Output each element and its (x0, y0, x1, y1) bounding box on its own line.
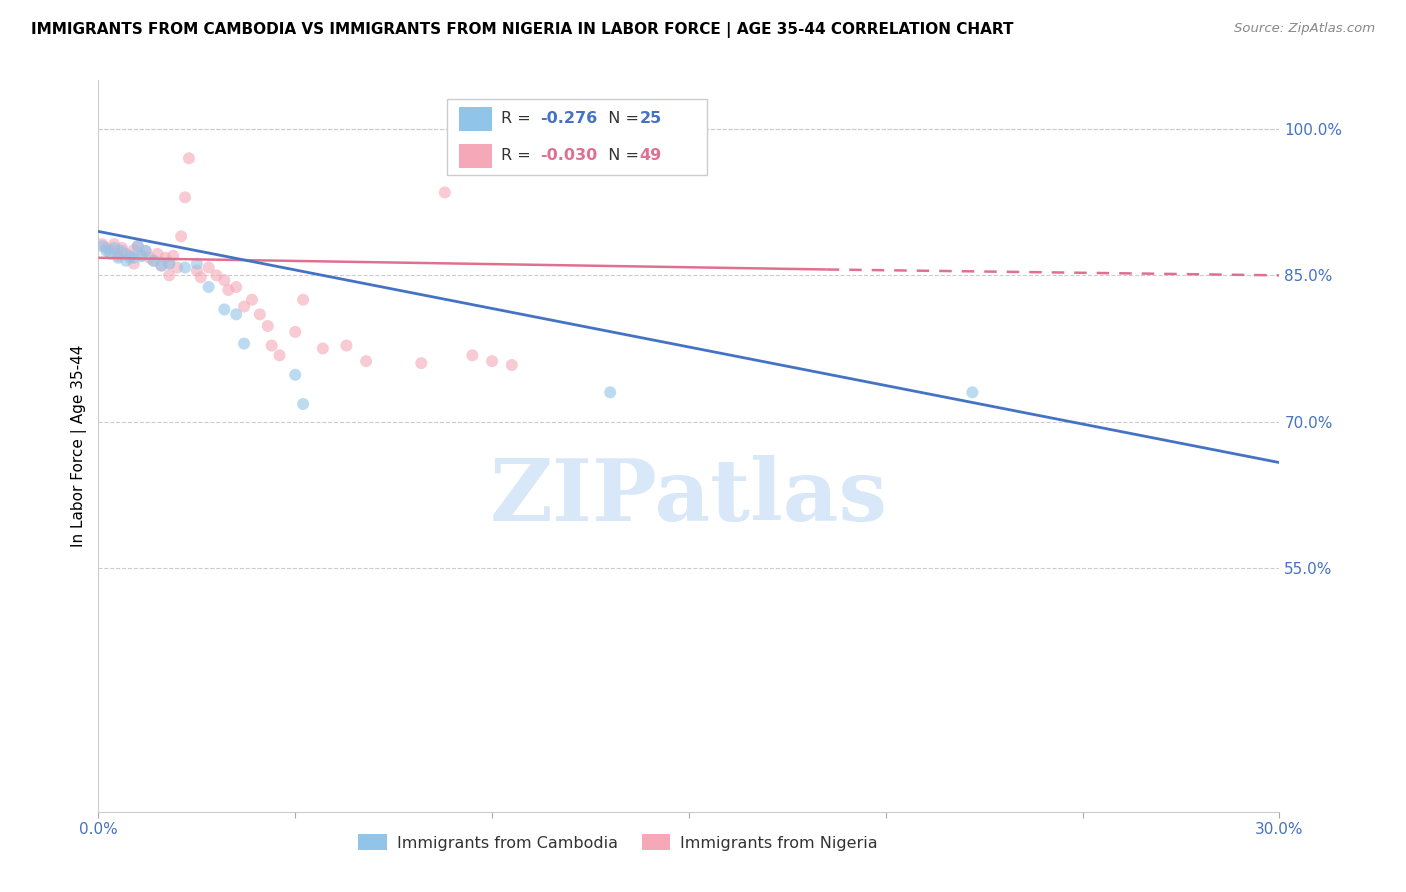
FancyBboxPatch shape (458, 144, 492, 168)
Text: ZIPatlas: ZIPatlas (489, 455, 889, 539)
Point (122, 243, 145, 257)
Text: N =: N = (598, 111, 644, 126)
Point (107, 249, 129, 263)
Y-axis label: In Labor Force | Age 35-44: In Labor Force | Age 35-44 (72, 345, 87, 547)
Point (214, 302, 236, 317)
Point (96, 241, 118, 255)
Point (115, 253, 138, 268)
Point (157, 257, 180, 271)
Point (131, 249, 153, 263)
Point (240, 293, 263, 307)
Point (118, 251, 141, 265)
Point (111, 241, 134, 255)
Text: Source: ZipAtlas.com: Source: ZipAtlas.com (1234, 22, 1375, 36)
Point (91, 239, 114, 253)
Text: -0.030: -0.030 (540, 148, 598, 163)
Point (157, 257, 180, 271)
FancyBboxPatch shape (458, 107, 492, 131)
Point (107, 251, 129, 265)
Point (433, 186, 456, 200)
Point (354, 354, 377, 368)
Point (103, 237, 125, 252)
Text: R =: R = (501, 111, 536, 126)
Point (599, 385, 621, 400)
Point (249, 307, 271, 321)
Point (96, 244, 118, 258)
Point (157, 268, 180, 283)
Text: R =: R = (501, 148, 536, 163)
Point (233, 300, 256, 314)
Point (292, 397, 315, 411)
Point (260, 338, 283, 352)
Text: -0.276: -0.276 (540, 111, 598, 126)
Point (118, 249, 141, 263)
Point (155, 251, 177, 265)
Point (122, 251, 145, 265)
Point (135, 244, 157, 258)
Point (225, 307, 247, 321)
Point (190, 270, 212, 285)
Point (284, 325, 307, 339)
Text: 49: 49 (640, 148, 662, 163)
Text: N =: N = (598, 148, 644, 163)
Point (186, 263, 208, 277)
Point (111, 244, 134, 258)
Point (174, 190, 197, 204)
Point (103, 241, 125, 255)
Point (292, 293, 315, 307)
Point (127, 239, 149, 253)
Point (91, 237, 114, 252)
Point (186, 257, 208, 271)
Point (107, 244, 129, 258)
Point (233, 336, 256, 351)
Point (98, 247, 121, 261)
Point (411, 356, 433, 370)
Point (217, 283, 239, 297)
FancyBboxPatch shape (447, 99, 707, 176)
Point (150, 259, 173, 273)
Point (170, 229, 193, 244)
Point (501, 358, 523, 372)
Point (214, 273, 236, 287)
Point (135, 244, 157, 258)
Point (312, 342, 335, 356)
Point (150, 259, 173, 273)
Point (162, 249, 184, 263)
Point (142, 253, 165, 268)
Point (146, 247, 169, 261)
Point (962, 385, 984, 400)
Point (98, 243, 121, 257)
Point (138, 251, 160, 265)
Point (256, 319, 278, 334)
Legend: Immigrants from Cambodia, Immigrants from Nigeria: Immigrants from Cambodia, Immigrants fro… (350, 826, 886, 859)
Point (269, 348, 291, 362)
Point (205, 268, 228, 283)
Point (122, 257, 145, 271)
Text: 25: 25 (640, 111, 662, 126)
Point (197, 260, 219, 275)
Point (335, 338, 357, 352)
Point (225, 280, 247, 294)
Point (197, 280, 219, 294)
Point (481, 354, 503, 368)
Point (131, 249, 153, 263)
Point (461, 348, 484, 362)
Point (115, 247, 138, 261)
Point (127, 239, 149, 253)
Text: IMMIGRANTS FROM CAMBODIA VS IMMIGRANTS FROM NIGERIA IN LABOR FORCE | AGE 35-44 C: IMMIGRANTS FROM CAMBODIA VS IMMIGRANTS F… (31, 22, 1014, 38)
Point (284, 368, 307, 382)
Point (177, 151, 200, 165)
Point (166, 260, 188, 275)
Point (142, 253, 165, 268)
Point (174, 260, 197, 275)
